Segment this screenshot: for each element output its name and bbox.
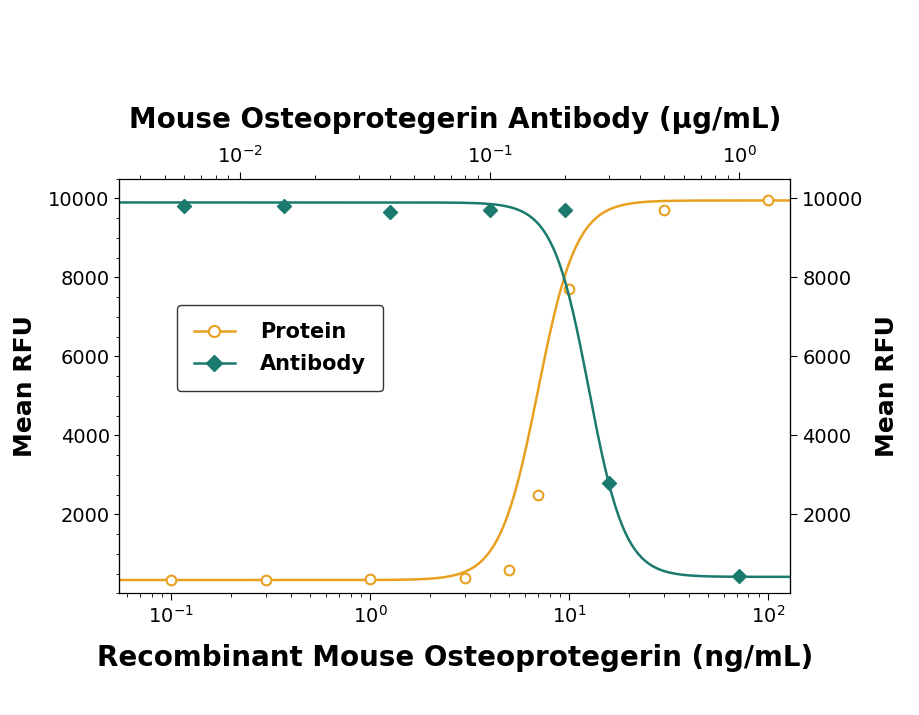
X-axis label: Recombinant Mouse Osteoprotegerin (ng/mL): Recombinant Mouse Osteoprotegerin (ng/mL… — [96, 644, 813, 672]
Y-axis label: Mean RFU: Mean RFU — [13, 315, 38, 457]
Legend: Protein, Antibody: Protein, Antibody — [176, 305, 383, 391]
Y-axis label: Mean RFU: Mean RFU — [875, 315, 899, 457]
X-axis label: Mouse Osteoprotegerin Antibody (μg/mL): Mouse Osteoprotegerin Antibody (μg/mL) — [129, 107, 781, 134]
